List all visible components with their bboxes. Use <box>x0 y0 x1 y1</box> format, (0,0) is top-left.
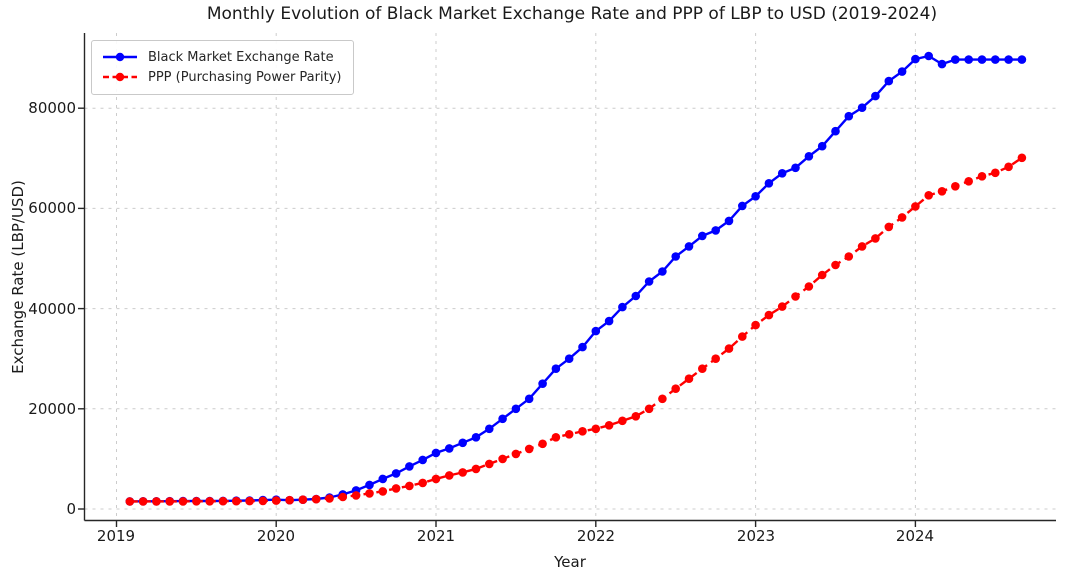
y-tick-label-40000: 40000 <box>28 300 76 318</box>
x-tick-label-2020: 2020 <box>256 527 296 545</box>
y-tick-label-0: 0 <box>66 500 76 518</box>
x-tick-label-2023: 2023 <box>736 527 776 545</box>
y-axis-label: Exchange Rate (LBP/USD) <box>9 180 27 374</box>
x-tick-label-2021: 2021 <box>416 527 456 545</box>
x-tick-label-2024: 2024 <box>895 527 935 545</box>
x-tick-label-2022: 2022 <box>576 527 616 545</box>
legend-row-black-market: Black Market Exchange Rate <box>101 48 344 66</box>
x-tick-label-2019: 2019 <box>96 527 136 545</box>
legend-line-sample-icon <box>103 52 137 62</box>
legend-line-sample-icon <box>103 72 137 82</box>
x-axis-label: Year <box>554 553 586 571</box>
legend-label-black-market: Black Market Exchange Rate <box>148 49 334 65</box>
y-tick-label-60000: 60000 <box>28 199 76 217</box>
chart-title: Monthly Evolution of Black Market Exchan… <box>206 4 938 24</box>
y-tick-label-20000: 20000 <box>28 400 76 418</box>
legend-row-ppp: PPP (Purchasing Power Parity) <box>101 68 344 86</box>
legend: Black Market Exchange Rate PPP (Purchasi… <box>91 40 354 95</box>
y-tick-label-80000: 80000 <box>28 99 76 117</box>
legend-label-ppp: PPP (Purchasing Power Parity) <box>148 69 342 85</box>
